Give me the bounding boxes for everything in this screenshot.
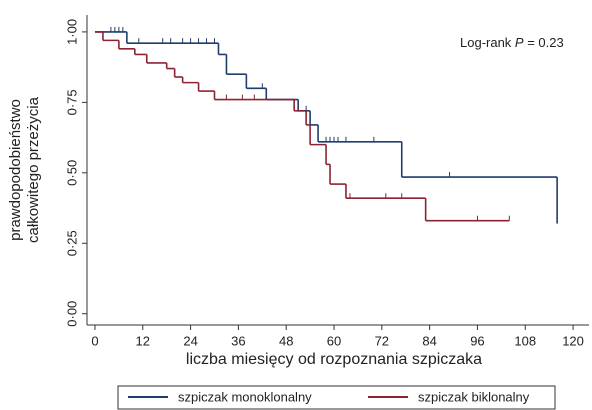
x-tick-label: 96 [470, 333, 484, 348]
y-tick-label: 1·00 [64, 19, 79, 45]
x-tick-label: 120 [562, 333, 584, 348]
y-tick-label: 0·00 [64, 301, 79, 327]
x-tick-label: 108 [514, 333, 536, 348]
x-tick-label: 24 [183, 333, 197, 348]
annotation: Log-rank P = 0.23 [460, 35, 564, 50]
x-tick-label: 48 [279, 333, 293, 348]
y-tick-label: 0·25 [64, 230, 79, 256]
x-tick-label: 72 [375, 333, 389, 348]
x-tick-label: 36 [231, 333, 245, 348]
annotation-part: P [515, 35, 524, 50]
y-label-line: prawdopodobieństwo [7, 99, 24, 241]
y-label: prawdopodobieństwo całkowitego przeżycia [7, 96, 42, 243]
annotation-part: Log-rank [460, 35, 515, 50]
y-tick-label: 0·50 [64, 160, 79, 186]
x-tick-label: 12 [136, 333, 150, 348]
annotation-part: = 0.23 [524, 35, 564, 50]
x-label: liczba miesięcy od rozpoznania szpiczaka [186, 351, 482, 368]
legend-box [117, 385, 556, 410]
x-tick-label: 0 [91, 333, 98, 348]
legend-label: szpiczak biklonalny [418, 389, 530, 404]
y-tick-label: 0·75 [64, 89, 79, 115]
y-label-line: całkowitego przeżycia [25, 96, 42, 243]
x-tick-label: 84 [422, 333, 436, 348]
legend-label: szpiczak monoklonalny [178, 389, 312, 404]
x-tick-label: 60 [327, 333, 341, 348]
